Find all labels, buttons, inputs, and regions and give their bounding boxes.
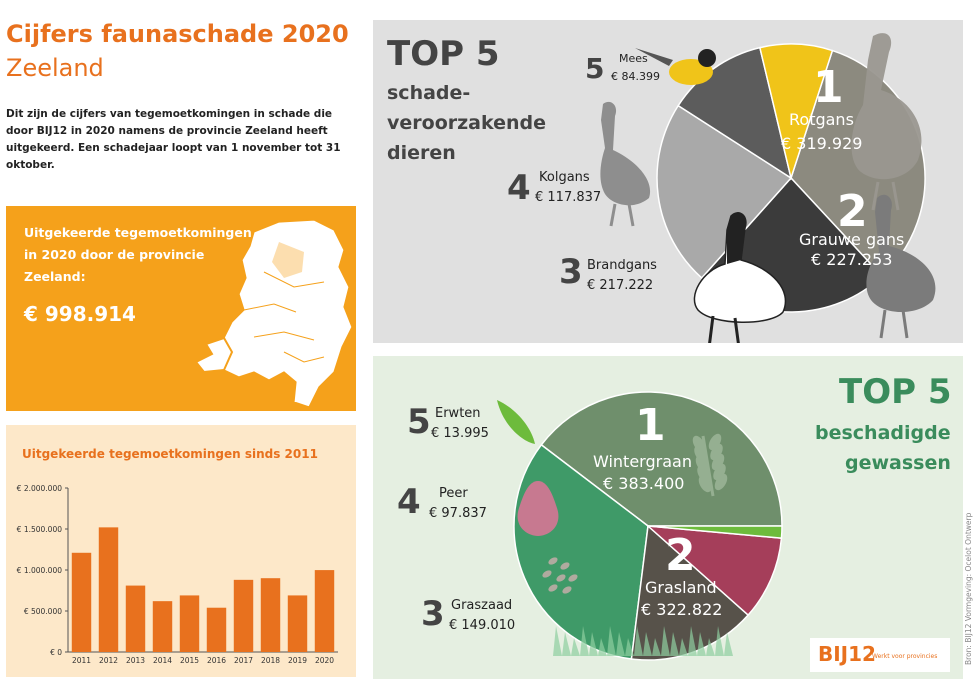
- name-rotgans: Rotgans: [789, 110, 854, 129]
- total-label: Uitgekeerde tegemoetkomingen in 2020 doo…: [24, 225, 252, 284]
- page-subtitle: Zeeland: [6, 54, 104, 82]
- slice-erwten: [647, 525, 783, 539]
- x-tick-label: 2016: [207, 656, 226, 665]
- slice-peer: [645, 525, 783, 617]
- x-tick-label: 2013: [126, 656, 145, 665]
- y-tick-label: € 500.000: [24, 607, 62, 616]
- rank-mees: 5: [585, 52, 605, 85]
- x-tick-label: 2011: [72, 656, 91, 665]
- bar-2011: [71, 552, 92, 652]
- value-peer: € 97.837: [429, 506, 487, 521]
- name-wintergraan: Wintergraan: [593, 452, 692, 471]
- slice-brandgans: [656, 104, 793, 279]
- bar-2014: [152, 601, 173, 652]
- x-tick-label: 2015: [180, 656, 199, 665]
- rank-brandgans: 3: [559, 252, 583, 292]
- bar-2019: [287, 595, 308, 652]
- value-grasland: € 322.822: [641, 600, 723, 619]
- value-mees: € 84.399: [611, 70, 660, 83]
- rank-peer: 4: [397, 482, 421, 522]
- name-grauwe-gans: Grauwe gans: [799, 230, 905, 249]
- pear-icon: [517, 481, 559, 536]
- netherlands-map-icon: [194, 219, 353, 408]
- name-grasland: Grasland: [645, 578, 717, 597]
- bar-2020: [314, 570, 335, 652]
- rank-rotgans: 1: [813, 62, 844, 113]
- goose-icon: [866, 194, 936, 339]
- y-tick-label: € 1.500.000: [17, 525, 63, 534]
- animals-panel: TOP 5 schade- veroorzakende dieren 1 Rot…: [373, 20, 963, 343]
- slice-mees: [758, 43, 834, 181]
- rank-wintergraan: 1: [635, 400, 666, 451]
- value-grauwe-gans: € 227.253: [811, 250, 893, 269]
- intro-text: Dit zijn de cijfers van tegemoetkomingen…: [6, 108, 341, 171]
- value-rotgans: € 319.929: [781, 134, 863, 153]
- x-tick-label: 2017: [234, 656, 253, 665]
- rank-grauwe-gans: 2: [837, 186, 868, 237]
- y-tick-label: € 0: [50, 648, 62, 657]
- goose-icon: [600, 101, 651, 227]
- bar-2015: [179, 595, 200, 652]
- value-erwten: € 13.995: [431, 426, 489, 441]
- animals-pie-chart: [600, 33, 936, 343]
- animals-subtitle-2: veroorzakende: [387, 112, 547, 134]
- value-graszaad: € 149.010: [449, 618, 516, 633]
- x-tick-label: 2012: [99, 656, 118, 665]
- bar-chart-panel: Uitgekeerde tegemoetkomingen sinds 2011 …: [6, 425, 356, 677]
- crops-subtitle-2: gewassen: [845, 452, 951, 474]
- total-amount: € 998.914: [24, 302, 136, 326]
- slice-wintergraan: [540, 391, 783, 527]
- seeds-icon: [542, 557, 578, 594]
- bij12-logo: BIJ12 Werkt voor provincies: [810, 638, 950, 672]
- rank-graszaad: 3: [421, 594, 445, 634]
- rank-kolgans: 4: [507, 168, 531, 208]
- pea-pod-icon: [497, 400, 535, 444]
- animals-subtitle-1: schade-: [387, 82, 471, 104]
- animals-top5-title: TOP 5: [387, 34, 500, 74]
- wheat-icon: [692, 433, 728, 497]
- total-box: Uitgekeerde tegemoetkomingen in 2020 doo…: [6, 206, 356, 411]
- bar-2016: [206, 607, 227, 652]
- crops-subtitle-1: beschadigde: [815, 422, 951, 444]
- y-tick-label: € 2.000.000: [17, 484, 63, 493]
- crops-pie-chart: [497, 391, 783, 661]
- x-tick-label: 2018: [261, 656, 280, 665]
- goose-icon: [693, 212, 787, 343]
- tit-bird-icon: [635, 48, 716, 85]
- goose-icon: [851, 33, 922, 211]
- value-brandgans: € 217.222: [587, 278, 654, 293]
- animals-subtitle-3: dieren: [387, 142, 456, 164]
- x-tick-label: 2014: [153, 656, 172, 665]
- y-tick-label: € 1.000.000: [17, 566, 63, 575]
- name-erwten: Erwten: [435, 406, 481, 421]
- name-mees: Mees: [619, 52, 648, 65]
- value-kolgans: € 117.837: [535, 190, 602, 205]
- x-tick-label: 2019: [288, 656, 307, 665]
- x-tick-label: 2020: [315, 656, 334, 665]
- name-graszaad: Graszaad: [451, 598, 513, 613]
- rank-erwten: 5: [407, 402, 431, 442]
- name-peer: Peer: [439, 486, 468, 501]
- credit-text: Bron: BIJ12 Vormgeving: Ocelot Ontwerp: [964, 512, 973, 665]
- bar-chart: € 0 € 500.000 € 1.000.000 € 1.500.000 € 2.00…: [17, 484, 338, 665]
- value-wintergraan: € 383.400: [603, 474, 685, 493]
- rank-grasland: 2: [665, 530, 696, 581]
- bar-2013: [125, 585, 146, 652]
- bar-2017: [233, 579, 254, 652]
- name-brandgans: Brandgans: [587, 258, 657, 273]
- crops-panel: TOP 5 beschadigde gewassen 1 Wintergraan…: [373, 356, 963, 679]
- name-kolgans: Kolgans: [539, 170, 590, 185]
- crops-top5-title: TOP 5: [839, 372, 952, 412]
- bar-2018: [260, 578, 281, 652]
- page-title: Cijfers faunaschade 2020: [6, 20, 349, 48]
- bar-chart-title: Uitgekeerde tegemoetkomingen sinds 2011: [22, 447, 318, 461]
- bar-2012: [98, 527, 119, 652]
